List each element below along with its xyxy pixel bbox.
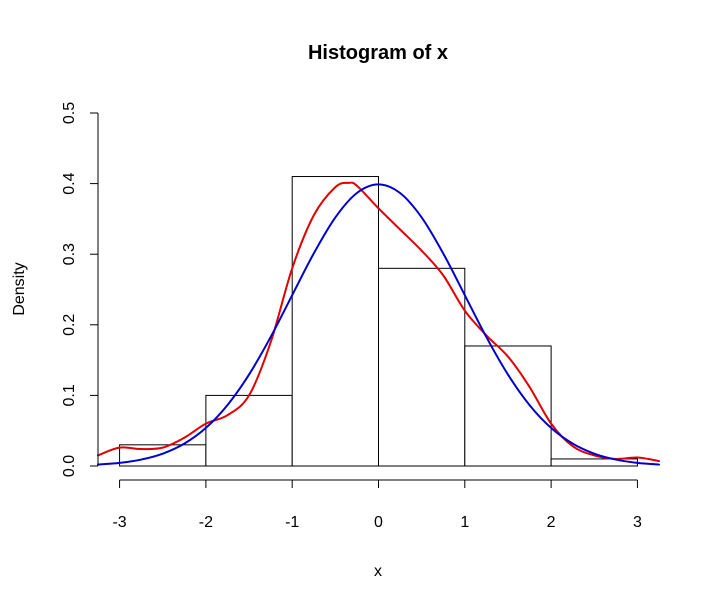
y-tick-label: 0.1 bbox=[61, 384, 78, 406]
y-tick-label: 0.4 bbox=[61, 172, 78, 194]
y-tick-label: 0.3 bbox=[61, 243, 78, 265]
y-axis: 0.0 0.1 0.2 0.3 0.4 0.5 bbox=[61, 102, 99, 477]
x-tick-label: 1 bbox=[460, 514, 469, 531]
x-axis-label: x bbox=[374, 563, 382, 580]
chart-title: Histogram of x bbox=[308, 42, 448, 64]
density-curve-1 bbox=[97, 183, 660, 466]
histogram-bar-3 bbox=[378, 267, 466, 467]
y-tick-label: 0.5 bbox=[61, 102, 78, 124]
histogram-bar-2 bbox=[291, 176, 380, 467]
x-tick-label: 2 bbox=[547, 514, 556, 531]
histogram-bar-5 bbox=[550, 458, 638, 467]
y-tick-label: 0.2 bbox=[61, 314, 78, 336]
x-axis: -3 -2 -1 0 1 2 3 bbox=[112, 479, 642, 531]
x-tick-label: -2 bbox=[199, 514, 213, 531]
y-axis-label: Density bbox=[11, 262, 28, 315]
histogram-bars bbox=[119, 176, 638, 467]
x-tick-label: -3 bbox=[112, 514, 126, 531]
histogram-bar-1 bbox=[205, 394, 293, 467]
x-tick-label: 3 bbox=[633, 514, 642, 531]
histogram-bar-4 bbox=[464, 345, 552, 467]
y-tick-label: 0.0 bbox=[61, 455, 78, 477]
density-curves bbox=[97, 181, 660, 466]
x-tick-label: -1 bbox=[285, 514, 299, 531]
x-tick-label: 0 bbox=[374, 514, 383, 531]
